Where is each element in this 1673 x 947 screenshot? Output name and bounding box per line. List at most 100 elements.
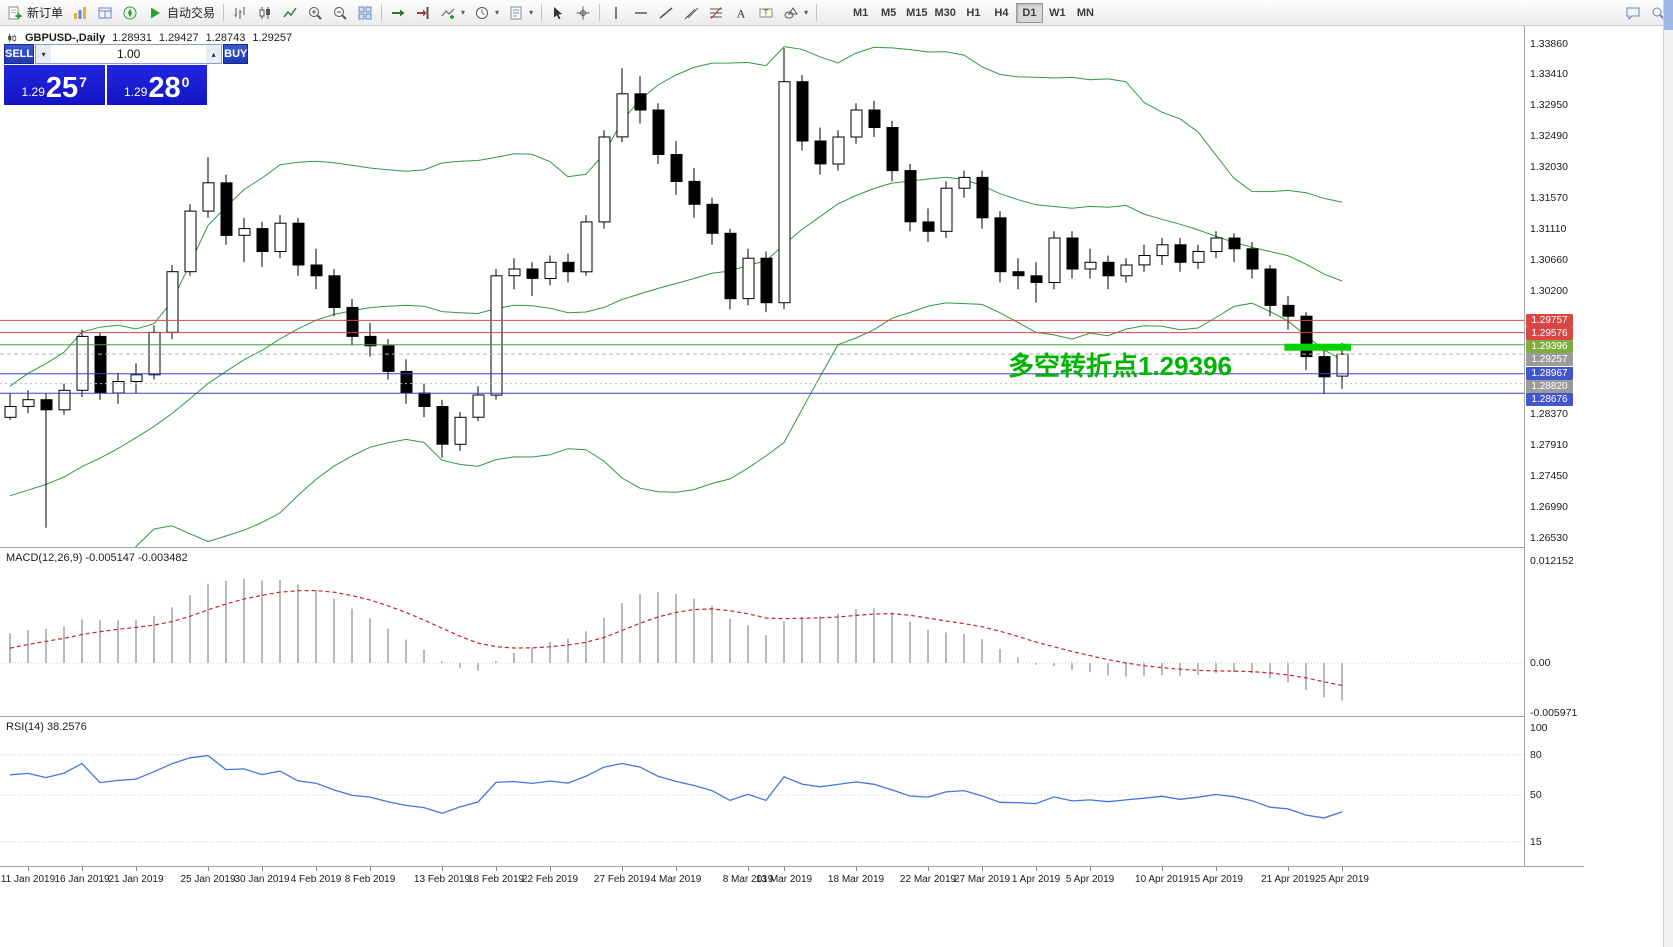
timeframe-m5[interactable]: M5 (875, 3, 902, 23)
axis-label: 80 (1530, 748, 1542, 761)
zoom-out-button[interactable] (328, 2, 352, 24)
fibonacci-button[interactable] (704, 2, 728, 24)
autotrading-button[interactable]: 自动交易 (143, 2, 219, 24)
templates-icon (510, 6, 522, 19)
community-button[interactable] (1621, 2, 1645, 24)
ohlc-open: 1.28931 (112, 32, 152, 44)
macd-chart[interactable] (0, 548, 1524, 716)
time-tick (1162, 867, 1163, 871)
axis-label: 1.26990 (1530, 500, 1568, 513)
price-tag: 1.29757 (1526, 313, 1573, 327)
data-window-button[interactable] (93, 2, 117, 24)
sell-price-display[interactable]: 1.29 25 7 (4, 65, 105, 105)
toolbar-separator (816, 4, 818, 21)
timeframe-d1[interactable]: D1 (1015, 2, 1043, 23)
time-label: 11 Jan 2019 (0, 874, 56, 885)
right-edge-scrollbar[interactable] (1663, 0, 1673, 947)
axis-label: 1.28370 (1530, 407, 1568, 420)
tile-windows-button[interactable] (353, 2, 377, 24)
vertical-line-button[interactable] (604, 2, 628, 24)
candlestick-chart[interactable] (0, 28, 1524, 547)
timeframe-w1[interactable]: W1 (1044, 3, 1071, 23)
rsi-panel[interactable]: RSI(14) 38.2576 (0, 717, 1524, 866)
time-tick (28, 867, 29, 871)
line-chart-button[interactable] (278, 2, 302, 24)
price-tag: 1.29396 (1526, 339, 1573, 353)
panel-separator[interactable] (0, 547, 1584, 548)
time-axis[interactable]: 11 Jan 2019 16 Jan 2019 21 Jan 2019 25 Jan … (0, 866, 1584, 892)
search-button[interactable] (1646, 2, 1670, 24)
timeframe-toolbar: M1 M5 M15 M30 H1 H4 D1 W1 MN (847, 2, 1099, 23)
text-button[interactable]: A (729, 2, 753, 24)
dropdown-arrow-icon: ▾ (529, 8, 534, 17)
chart-ohlc-header: GBPUSD-,Daily 1.28931 1.29427 1.28743 1.… (6, 32, 292, 44)
time-tick (1342, 867, 1343, 871)
sell-price-pipette: 7 (79, 74, 87, 90)
time-label: 18 Mar 2019 (827, 874, 885, 885)
scrollbar-thumb[interactable] (1664, 0, 1673, 30)
toolbar-separator (541, 4, 543, 21)
axis-label: 15 (1530, 835, 1542, 848)
price-axis[interactable]: 1.33860 1.33410 1.32950 1.32490 1.32030 1.315… (1524, 26, 1584, 866)
time-tick (622, 867, 623, 871)
candlestick-chart-icon (259, 6, 271, 19)
trendline-button[interactable] (654, 2, 678, 24)
cursor-button[interactable] (546, 2, 570, 24)
bar-chart-button[interactable] (228, 2, 252, 24)
time-label: 27 Feb 2019 (593, 874, 651, 885)
periods-icon (476, 6, 489, 19)
timeframe-h1[interactable]: H1 (960, 3, 987, 23)
axis-label: 1.26530 (1530, 531, 1568, 544)
time-label: 18 Feb 2019 (467, 874, 525, 885)
market-watch-button[interactable] (68, 2, 92, 24)
price-tag: 1.29257 (1526, 352, 1573, 366)
time-label: 22 Feb 2019 (521, 874, 579, 885)
time-tick (676, 867, 677, 871)
new-order-label: 新订单 (27, 6, 64, 20)
time-label: 25 Apr 2019 (1315, 874, 1369, 885)
dropdown-arrow-icon: ▾ (495, 8, 500, 17)
zoom-in-button[interactable] (303, 2, 327, 24)
time-tick (550, 867, 551, 871)
panel-separator[interactable] (0, 716, 1584, 717)
shapes-button[interactable]: ▾ (779, 2, 812, 24)
templates-button[interactable]: ▾ (504, 2, 537, 24)
chart-shift-button[interactable] (411, 2, 435, 24)
timeframe-m1[interactable]: M1 (847, 3, 874, 23)
candlestick-chart-button[interactable] (253, 2, 277, 24)
volume-decrease-button[interactable]: ▾ (36, 45, 52, 63)
text-label-button[interactable]: T (754, 2, 778, 24)
rsi-chart[interactable] (0, 717, 1524, 866)
main-chart-panel[interactable]: GBPUSD-,Daily 1.28931 1.29427 1.28743 1.… (0, 28, 1524, 547)
buy-button[interactable]: BUY (223, 44, 249, 64)
time-label: 8 Mar 2019 (722, 874, 774, 885)
autotrading-label: 自动交易 (167, 6, 216, 20)
new-order-button[interactable]: 新订单 (3, 2, 67, 24)
timeframe-mn[interactable]: MN (1072, 3, 1099, 23)
svg-text:T: T (764, 8, 769, 17)
trendline-icon (659, 6, 673, 19)
volume-increase-button[interactable]: ▴ (206, 45, 222, 63)
autotrading-icon (151, 7, 161, 18)
timeframe-m30[interactable]: M30 (932, 3, 959, 23)
auto-scroll-button[interactable] (386, 2, 410, 24)
axis-label: 1.30200 (1530, 284, 1568, 297)
timeframe-m15[interactable]: M15 (903, 3, 930, 23)
volume-input[interactable] (51, 45, 207, 63)
periods-button[interactable]: ▾ (470, 2, 503, 24)
volume-box: ▾ ▴ (35, 44, 223, 64)
horizontal-line-button[interactable] (629, 2, 653, 24)
navigator-button[interactable] (118, 2, 142, 24)
sell-button[interactable]: SELL (4, 44, 35, 64)
timeframe-h4[interactable]: H4 (988, 3, 1015, 23)
chat-bubble-icon (1626, 7, 1640, 20)
macd-panel[interactable]: MACD(12,26,9) -0.005147 -0.003482 (0, 548, 1524, 716)
time-label: 1 Apr 2019 (1011, 874, 1061, 885)
indicators-button[interactable]: ▾ (436, 2, 469, 24)
equidistant-channel-button[interactable] (679, 2, 703, 24)
axis-label: 1.27910 (1530, 438, 1568, 451)
crosshair-button[interactable] (571, 2, 595, 24)
buy-price-big: 28 (148, 72, 181, 104)
buy-price-display[interactable]: 1.29 28 0 (106, 65, 207, 105)
dropdown-arrow-icon: ▾ (804, 8, 809, 17)
